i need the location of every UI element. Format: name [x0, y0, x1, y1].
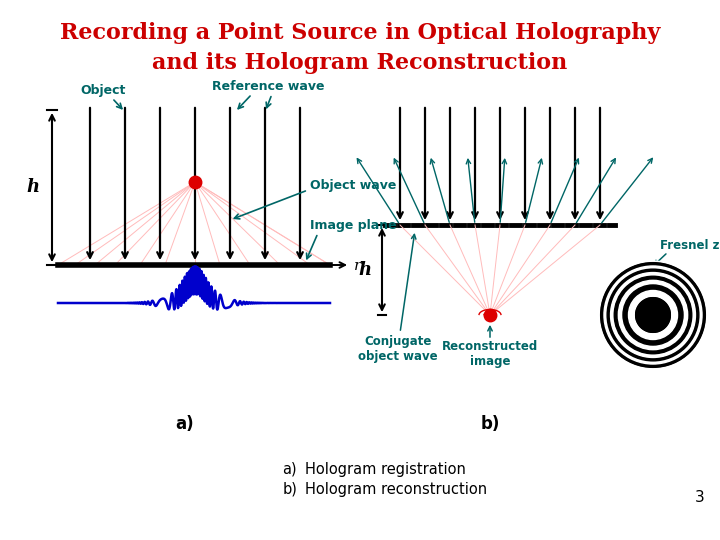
Text: 3: 3: [696, 490, 705, 505]
Text: a): a): [176, 415, 194, 433]
Text: and its Hologram Reconstruction: and its Hologram Reconstruction: [153, 52, 567, 74]
Text: Fresnel zone plate: Fresnel zone plate: [660, 239, 720, 252]
Text: Reconstructed
image: Reconstructed image: [442, 340, 538, 368]
Text: 0: 0: [191, 278, 199, 292]
Text: Reference wave: Reference wave: [212, 80, 324, 93]
Circle shape: [629, 291, 678, 340]
Circle shape: [636, 298, 670, 332]
Text: r: r: [354, 259, 361, 273]
Circle shape: [599, 261, 707, 369]
Text: Hologram reconstruction: Hologram reconstruction: [305, 482, 487, 497]
Text: a): a): [282, 462, 297, 477]
Text: Hologram registration: Hologram registration: [305, 462, 466, 477]
Circle shape: [607, 269, 699, 361]
Text: h: h: [27, 179, 40, 197]
Circle shape: [636, 298, 670, 332]
Text: h: h: [359, 261, 372, 279]
Text: Recording a Point Source in Optical Holography: Recording a Point Source in Optical Holo…: [60, 22, 660, 44]
Circle shape: [614, 276, 692, 354]
Circle shape: [611, 273, 696, 357]
Text: Object wave: Object wave: [310, 179, 397, 192]
Text: Object: Object: [81, 84, 126, 97]
Text: Image plane: Image plane: [310, 219, 397, 232]
Text: b): b): [282, 482, 297, 497]
Circle shape: [618, 280, 688, 350]
Circle shape: [601, 263, 705, 367]
Circle shape: [623, 285, 683, 345]
Text: Conjugate
object wave: Conjugate object wave: [358, 335, 438, 363]
Text: b): b): [480, 415, 500, 433]
Circle shape: [604, 266, 702, 364]
